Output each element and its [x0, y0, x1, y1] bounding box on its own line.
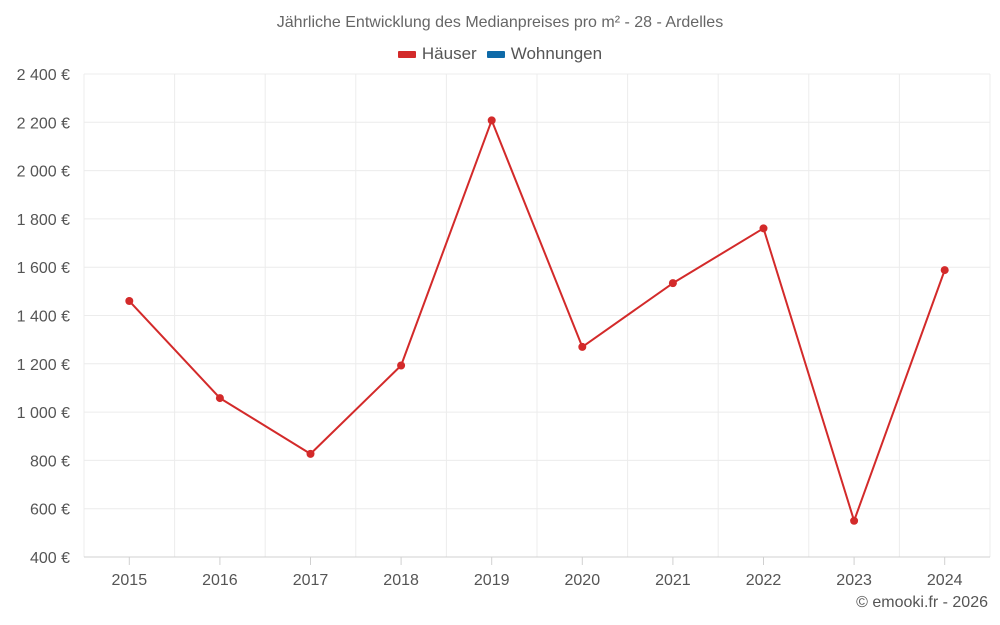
credit-text[interactable]: © emooki.fr - 2026 [856, 594, 988, 611]
x-tick-label: 2021 [655, 572, 691, 589]
legend: Häuser Wohnungen [0, 44, 1000, 64]
x-tick-label: 2016 [202, 572, 238, 589]
y-tick-label: 600 € [30, 502, 70, 519]
legend-item-wohnungen[interactable]: Wohnungen [486, 44, 603, 64]
legend-label-haeuser: Häuser [421, 44, 477, 63]
legend-label-wohnungen: Wohnungen [510, 44, 603, 63]
x-tick-label: 2020 [565, 572, 601, 589]
data-point [759, 224, 768, 233]
y-tick-label: 2 400 € [17, 67, 70, 84]
x-tick-label: 2017 [293, 572, 329, 589]
legend-item-haeuser[interactable]: Häuser [397, 44, 477, 64]
data-point [306, 449, 315, 458]
legend-swatch-haeuser [397, 50, 416, 58]
data-point [215, 394, 224, 403]
series-layer [125, 116, 949, 525]
data-point [397, 361, 406, 370]
y-axis: 400 € 600 € 800 € 1 000 € 1 200 € 1 400 € 1 60… [17, 67, 70, 567]
data-point [940, 266, 949, 275]
y-tick-label: 2 000 € [17, 164, 70, 181]
y-tick-label: 1 200 € [17, 357, 70, 374]
chart-title: Jährliche Entwicklung des Medianpreises … [276, 14, 724, 31]
x-tick-label: 2022 [746, 572, 782, 589]
y-tick-label: 1 000 € [17, 405, 70, 422]
y-tick-label: 800 € [30, 453, 70, 470]
x-tick-label: 2024 [927, 572, 963, 589]
x-tick-label: 2023 [836, 572, 872, 589]
y-tick-label: 1 400 € [17, 309, 70, 326]
data-point [125, 297, 134, 306]
y-tick-label: 1 800 € [17, 212, 70, 229]
x-tick-label: 2018 [383, 572, 419, 589]
x-tick-label: 2015 [112, 572, 148, 589]
grid [83, 73, 991, 557]
data-point [668, 279, 677, 288]
data-point [487, 116, 496, 125]
y-tick-label: 2 200 € [17, 115, 70, 132]
x-axis: 2015 2016 2017 2018 2019 2020 2021 2022 2023 2024 [84, 556, 990, 589]
data-point [850, 516, 859, 525]
data-point [578, 342, 587, 351]
legend-swatch-wohnungen [486, 50, 505, 58]
y-tick-label: 400 € [30, 550, 70, 567]
series-line-haeuser [128, 119, 946, 522]
y-tick-label: 1 600 € [17, 260, 70, 277]
x-tick-label: 2019 [474, 572, 510, 589]
